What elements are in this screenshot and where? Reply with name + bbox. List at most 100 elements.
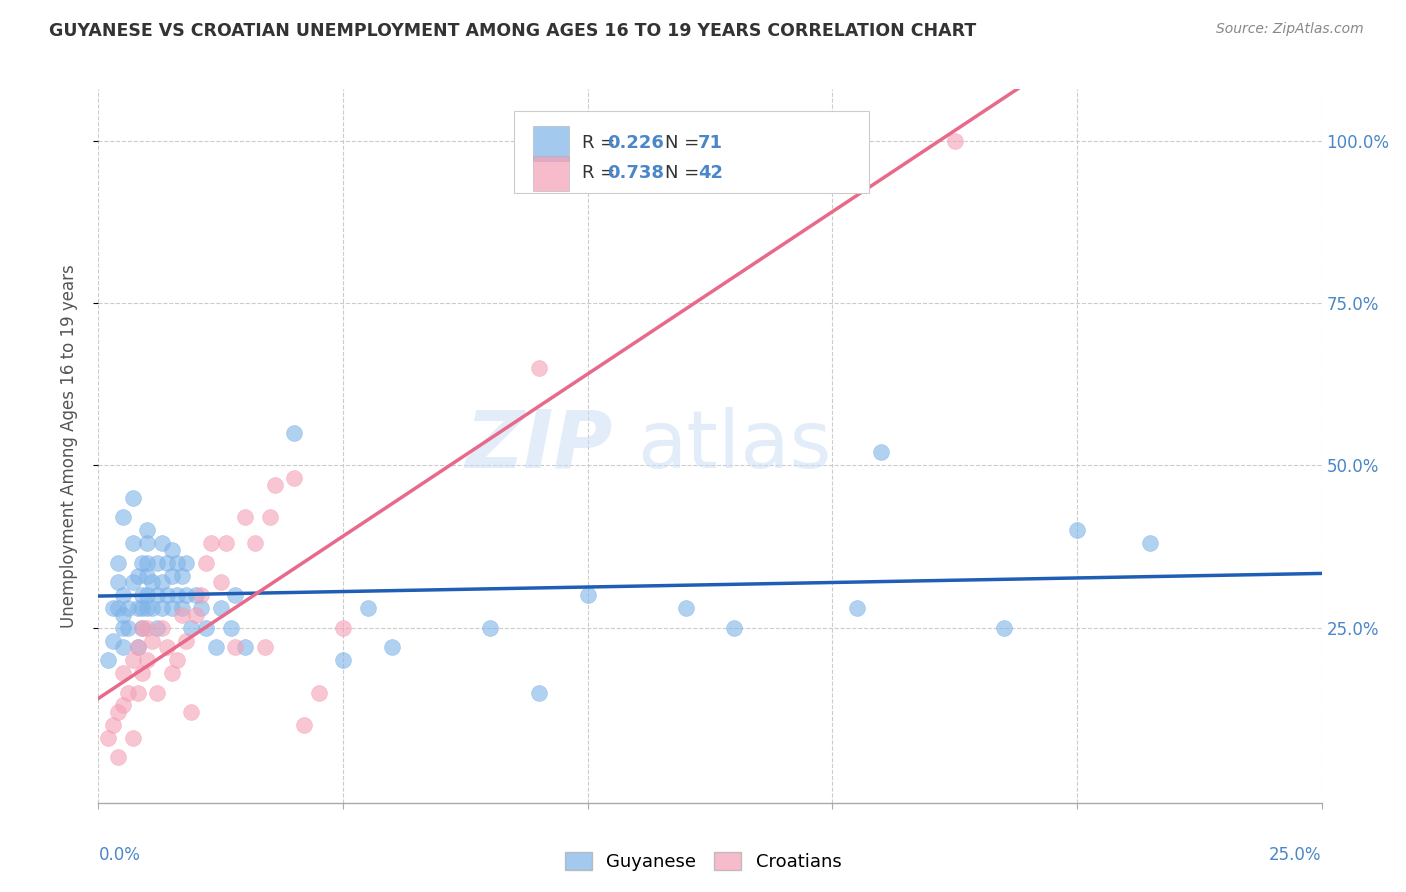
Text: R =: R = xyxy=(582,164,620,182)
Point xyxy=(127,685,149,699)
Point xyxy=(117,621,139,635)
Point xyxy=(97,653,120,667)
Point xyxy=(107,601,129,615)
Point xyxy=(195,621,218,635)
Point xyxy=(111,510,134,524)
Text: 0.226: 0.226 xyxy=(607,135,664,153)
Point xyxy=(259,510,281,524)
Point xyxy=(675,601,697,615)
Point xyxy=(243,536,266,550)
Point xyxy=(107,575,129,590)
Point xyxy=(870,445,893,459)
Point xyxy=(190,588,212,602)
FancyBboxPatch shape xyxy=(515,111,869,193)
Point xyxy=(332,621,354,635)
Point xyxy=(121,653,143,667)
Point xyxy=(131,556,153,570)
Point xyxy=(176,588,198,602)
Point xyxy=(214,536,236,550)
Point xyxy=(283,425,305,440)
Y-axis label: Unemployment Among Ages 16 to 19 years: Unemployment Among Ages 16 to 19 years xyxy=(59,264,77,628)
Text: 0.738: 0.738 xyxy=(607,164,664,182)
Point xyxy=(121,575,143,590)
Point xyxy=(186,588,208,602)
Point xyxy=(180,621,202,635)
Point xyxy=(195,556,218,570)
Point xyxy=(136,524,159,538)
Point xyxy=(146,621,169,635)
Point xyxy=(136,556,159,570)
Point xyxy=(160,542,183,557)
Point xyxy=(381,640,404,654)
Point xyxy=(111,607,134,622)
Point xyxy=(127,601,149,615)
Text: N =: N = xyxy=(665,164,704,182)
Point xyxy=(478,621,501,635)
FancyBboxPatch shape xyxy=(533,156,569,191)
Text: 25.0%: 25.0% xyxy=(1270,846,1322,863)
Point xyxy=(292,718,315,732)
Point xyxy=(150,536,173,550)
Point xyxy=(146,588,169,602)
Point xyxy=(131,666,153,681)
Point xyxy=(993,621,1015,635)
Point xyxy=(136,536,159,550)
Point xyxy=(111,640,134,654)
Point xyxy=(1139,536,1161,550)
Point xyxy=(121,491,143,505)
Point xyxy=(121,731,143,745)
Point xyxy=(107,750,129,764)
Point xyxy=(97,731,120,745)
Point xyxy=(308,685,330,699)
Point xyxy=(111,698,134,713)
Point xyxy=(150,621,173,635)
Point xyxy=(150,575,173,590)
Point xyxy=(111,588,134,602)
Point xyxy=(136,568,159,582)
Point xyxy=(943,134,966,148)
Point xyxy=(219,621,242,635)
Point xyxy=(224,640,246,654)
Point xyxy=(233,640,256,654)
Point xyxy=(283,471,305,485)
Point xyxy=(209,575,232,590)
Point xyxy=(117,601,139,615)
Point xyxy=(1066,524,1088,538)
Point xyxy=(107,556,129,570)
Point xyxy=(146,556,169,570)
Text: ZIP: ZIP xyxy=(465,407,612,485)
Text: R =: R = xyxy=(582,135,620,153)
Point xyxy=(121,536,143,550)
Point xyxy=(131,601,153,615)
Point xyxy=(156,556,179,570)
Point xyxy=(111,666,134,681)
Point xyxy=(253,640,276,654)
Point xyxy=(131,588,153,602)
Point xyxy=(170,568,193,582)
Point xyxy=(136,588,159,602)
Point xyxy=(205,640,228,654)
Point xyxy=(200,536,222,550)
Point xyxy=(146,685,169,699)
Text: GUYANESE VS CROATIAN UNEMPLOYMENT AMONG AGES 16 TO 19 YEARS CORRELATION CHART: GUYANESE VS CROATIAN UNEMPLOYMENT AMONG … xyxy=(49,22,976,40)
Point xyxy=(845,601,868,615)
Point xyxy=(233,510,256,524)
Point xyxy=(176,633,198,648)
Point xyxy=(263,478,285,492)
Point xyxy=(131,621,153,635)
Point xyxy=(166,653,188,667)
Point xyxy=(141,633,163,648)
Point xyxy=(156,640,179,654)
Point xyxy=(136,653,159,667)
Point xyxy=(101,718,124,732)
Point xyxy=(224,588,246,602)
Legend: Guyanese, Croatians: Guyanese, Croatians xyxy=(557,846,849,879)
Point xyxy=(136,601,159,615)
Point xyxy=(180,705,202,719)
Point xyxy=(190,601,212,615)
Point xyxy=(527,685,550,699)
Point xyxy=(101,601,124,615)
Point xyxy=(209,601,232,615)
Point xyxy=(150,601,173,615)
Text: atlas: atlas xyxy=(637,407,831,485)
